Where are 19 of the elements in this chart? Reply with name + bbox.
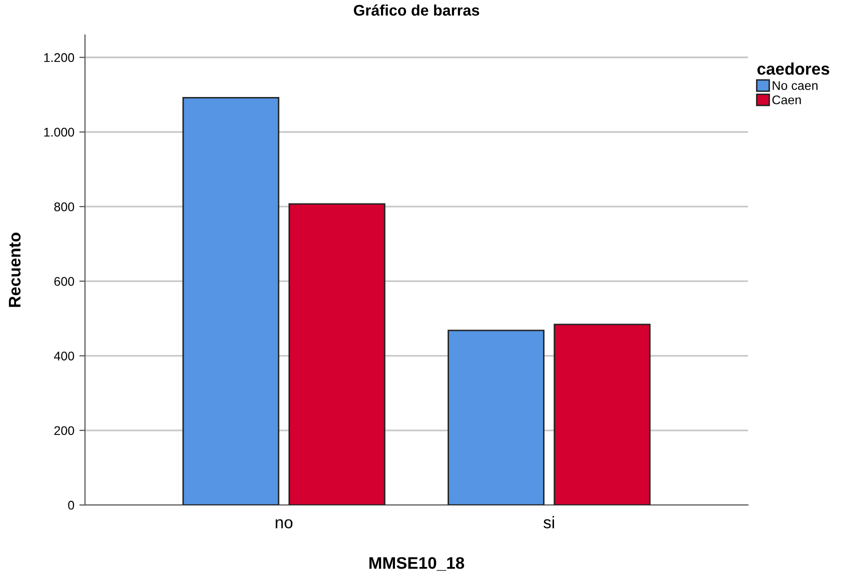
bar (554, 324, 651, 505)
legend-title: caedores (757, 62, 830, 75)
bar (182, 96, 280, 505)
x-tick-label: si (544, 516, 554, 528)
y-tick-label: 0 (68, 500, 74, 510)
chart-title: Gráfico de barras (354, 4, 480, 16)
bar (448, 330, 544, 505)
y-axis-title: Recuento (8, 232, 21, 307)
bar (288, 203, 386, 505)
x-axis-title: MMSE10_18 (369, 557, 464, 571)
y-tick-label: 400 (54, 352, 74, 360)
y-tick-label: 600 (54, 276, 74, 286)
legend-label: No caen (772, 81, 818, 90)
y-tick-label: 200 (54, 426, 74, 436)
y-tick-label: 800 (54, 202, 74, 212)
legend-label: Caen (772, 95, 801, 104)
y-tick-label: 1.200 (44, 53, 74, 62)
x-tick-label: no (276, 519, 292, 528)
y-tick-label: 1.000 (44, 128, 74, 137)
